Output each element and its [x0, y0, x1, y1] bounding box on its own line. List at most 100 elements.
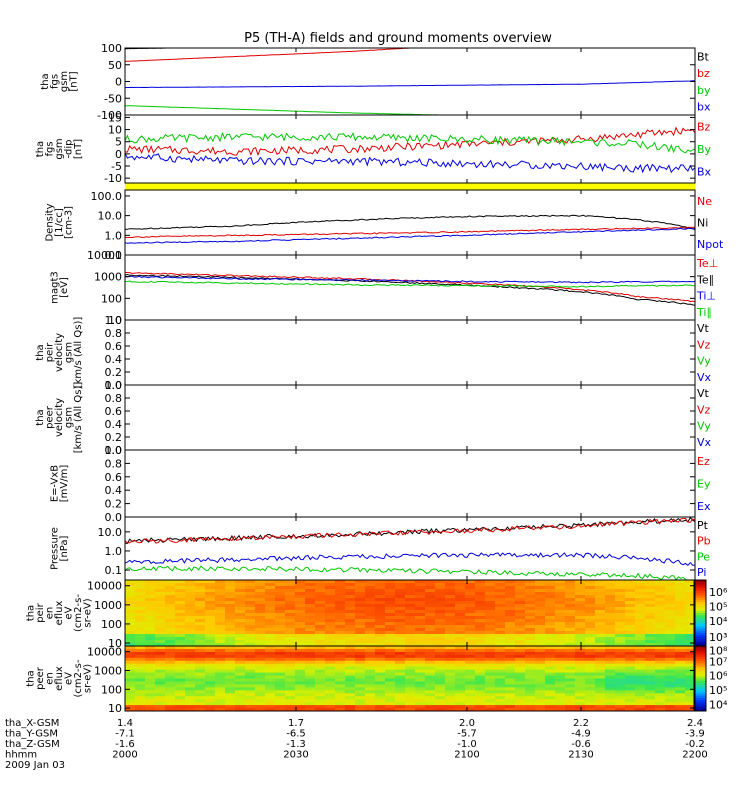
spectrogram-cell	[315, 705, 326, 709]
y-tick-label: 10000	[87, 580, 122, 593]
spectrogram-cell	[645, 634, 656, 638]
spectrogram-cell	[125, 699, 136, 703]
spectrogram-cell	[375, 637, 386, 641]
spectrogram-cell	[635, 616, 646, 620]
y-axis-label: -dip	[64, 139, 75, 158]
spectrogram-cell	[675, 654, 686, 659]
spectrogram-cell	[385, 672, 396, 677]
spectrogram-cell	[555, 696, 566, 700]
spectrogram-cell	[185, 598, 196, 602]
spectrogram-cell	[415, 637, 426, 641]
spectrogram-cell	[345, 586, 356, 590]
spectrogram-cell	[435, 610, 446, 614]
y-tick-label: 0.2	[105, 498, 123, 511]
spectrogram-cell	[325, 640, 336, 644]
spectrogram-cell	[685, 643, 695, 646]
spectrogram-cell	[415, 702, 426, 706]
spectrogram-cell	[625, 669, 636, 674]
spectrogram-cell	[185, 675, 196, 680]
spectrogram-cell	[585, 613, 596, 617]
y-axis-label: tha	[26, 605, 37, 621]
spectrogram-cell	[555, 580, 566, 584]
spectrogram-cell	[655, 699, 666, 703]
spectrogram-cell	[205, 675, 216, 680]
spectrogram-cell	[325, 651, 336, 656]
spectrogram-cell	[305, 663, 316, 668]
spectrogram-cell	[525, 693, 536, 697]
spectrogram-cell	[205, 687, 216, 691]
spectrogram-cell	[255, 619, 266, 623]
spectrogram-cell	[145, 660, 156, 665]
spectrogram-cell	[585, 669, 596, 674]
spectrogram-cell	[145, 678, 156, 683]
spectrogram-cell	[215, 619, 226, 623]
spectrogram-cell	[465, 580, 476, 584]
spectrogram-cell	[375, 610, 386, 614]
spectrogram-cell	[615, 690, 626, 694]
spectrogram-cell	[335, 628, 346, 632]
spectrogram-cell	[235, 705, 246, 709]
spectrogram-cell	[175, 672, 186, 677]
spectrogram-cell	[585, 640, 596, 644]
spectrogram-cell	[335, 595, 346, 599]
spectrogram-cell	[365, 696, 376, 700]
spectrogram-cell	[305, 634, 316, 638]
spectrogram-cell	[425, 690, 436, 694]
spectrogram-cell	[285, 699, 296, 703]
spectrogram-cell	[535, 651, 546, 656]
spectrogram-cell	[305, 702, 316, 706]
spectrogram-cell	[415, 708, 426, 711]
spectrogram-cell	[685, 648, 695, 653]
spectrogram-cell	[385, 643, 396, 646]
spectrogram-cell	[315, 687, 326, 691]
spectrogram-cell	[335, 651, 346, 656]
colorbar-swatch	[694, 665, 706, 669]
y-tick-label: 0.8	[105, 327, 123, 340]
spectrogram-cell	[455, 580, 466, 584]
spectrogram-cell	[185, 705, 196, 709]
spectrogram-cell	[535, 586, 546, 590]
spectrogram-cell	[215, 592, 226, 596]
spectrogram-cell	[145, 631, 156, 635]
spectrogram-cell	[535, 675, 546, 680]
spectrogram-cell	[335, 637, 346, 641]
spectrogram-cell	[225, 666, 236, 671]
spectrogram-cell	[415, 640, 426, 644]
spectrogram-cell	[325, 693, 336, 697]
spectrogram-cell	[255, 699, 266, 703]
spectrogram-cell	[185, 586, 196, 590]
spectrogram-cell	[155, 580, 166, 584]
spectrogram-cell	[555, 675, 566, 680]
spectrogram-cell	[345, 625, 356, 629]
spectrogram-cell	[405, 589, 416, 593]
spectrogram-cell	[395, 619, 406, 623]
spectrogram-cell	[335, 619, 346, 623]
spectrogram-cell	[565, 693, 576, 697]
spectrogram-cell	[405, 604, 416, 608]
spectrogram-cell	[515, 631, 526, 635]
spectrogram-cell	[235, 607, 246, 611]
spectrogram-cell	[515, 669, 526, 674]
spectrogram-cell	[145, 675, 156, 680]
spectrogram-cell	[125, 610, 136, 614]
spectrogram-cell	[265, 583, 276, 587]
spectrogram-cell	[395, 616, 406, 620]
spectrogram-cell	[275, 634, 286, 638]
spectrogram-cell	[305, 675, 316, 680]
spectrogram-cell	[355, 696, 366, 700]
spectrogram-cell	[495, 610, 506, 614]
spectrogram-cell	[245, 610, 256, 614]
footer-label: tha_Y-GSM	[5, 729, 58, 740]
spectrogram-cell	[265, 637, 276, 641]
spectrogram-cell	[315, 663, 326, 668]
spectrogram-cell	[365, 634, 376, 638]
spectrogram-cell	[545, 705, 556, 709]
spectrogram-cell	[255, 651, 266, 656]
spectrogram-cell	[305, 586, 316, 590]
spectrogram-cell	[495, 616, 506, 620]
spectrogram-cell	[465, 660, 476, 665]
panel-3: 100.010.01.00.1Density[1/cc][cm-3]NeNiNp…	[45, 189, 724, 262]
spectrogram-cell	[445, 663, 456, 668]
spectrogram-cell	[345, 660, 356, 665]
spectrogram-cell	[335, 646, 346, 650]
